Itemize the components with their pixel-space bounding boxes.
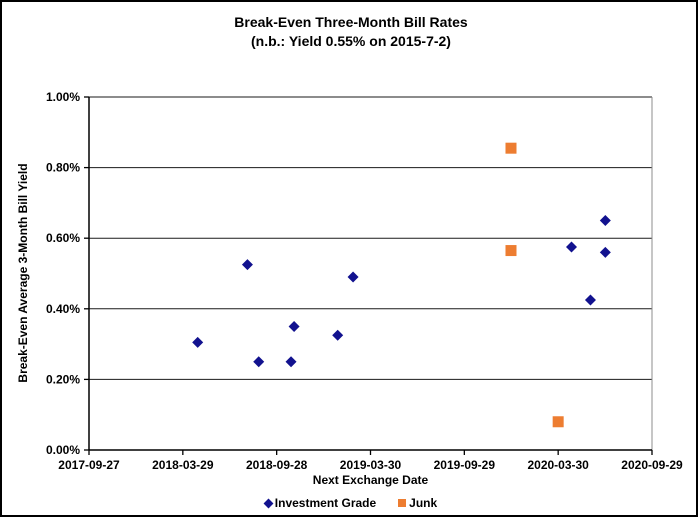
legend-item-junk: Junk [398, 496, 437, 510]
x-tick-label: 2019-09-29 [434, 458, 496, 472]
x-tick-label: 2019-03-30 [340, 458, 402, 472]
junk-point [505, 142, 517, 154]
chart-title-line1: Break-Even Three-Month Bill Rates [234, 14, 468, 30]
investment-grade-point [288, 320, 300, 332]
investment-grade-point [253, 356, 265, 368]
y-axis-title: Break-Even Average 3-Month Bill Yield [16, 163, 30, 383]
investment-grade-point [332, 329, 344, 341]
diamond-marker-icon [263, 498, 274, 508]
investment-grade-point [565, 241, 577, 253]
x-tick-label: 2020-09-29 [621, 458, 683, 472]
y-tick-label: 0.40% [46, 302, 80, 316]
legend-label-investment-grade: Investment Grade [274, 496, 377, 510]
y-tick-label: 1.00% [46, 90, 80, 104]
junk-point [552, 416, 564, 428]
x-tick-label: 2020-03-30 [527, 458, 589, 472]
x-axis-title: Next Exchange Date [312, 473, 429, 487]
investment-grade-point [599, 246, 611, 258]
chart-title: Break-Even Three-Month Bill Rates (n.b.:… [2, 13, 696, 51]
y-tick-label: 0.00% [46, 443, 80, 457]
junk-point [505, 245, 517, 257]
legend: Investment Grade Junk [2, 496, 696, 510]
chart-title-line2: (n.b.: Yield 0.55% on 2015-7-2) [251, 33, 451, 49]
investment-grade-point [347, 271, 359, 283]
x-tick-label: 2018-03-29 [152, 458, 214, 472]
y-tick-label: 0.80% [46, 161, 80, 175]
x-tick-label: 2017-09-27 [58, 458, 120, 472]
investment-grade-point [599, 215, 611, 227]
legend-label-junk: Junk [409, 496, 438, 510]
investment-grade-point [192, 336, 204, 348]
investment-grade-point [584, 294, 596, 306]
square-marker-icon [398, 499, 407, 507]
y-tick-label: 0.60% [46, 231, 80, 245]
legend-item-investment-grade: Investment Grade [263, 496, 377, 510]
investment-grade-point [241, 259, 253, 271]
y-tick-label: 0.20% [46, 372, 80, 386]
x-tick-label: 2018-09-28 [246, 458, 308, 472]
investment-grade-point [285, 356, 297, 368]
